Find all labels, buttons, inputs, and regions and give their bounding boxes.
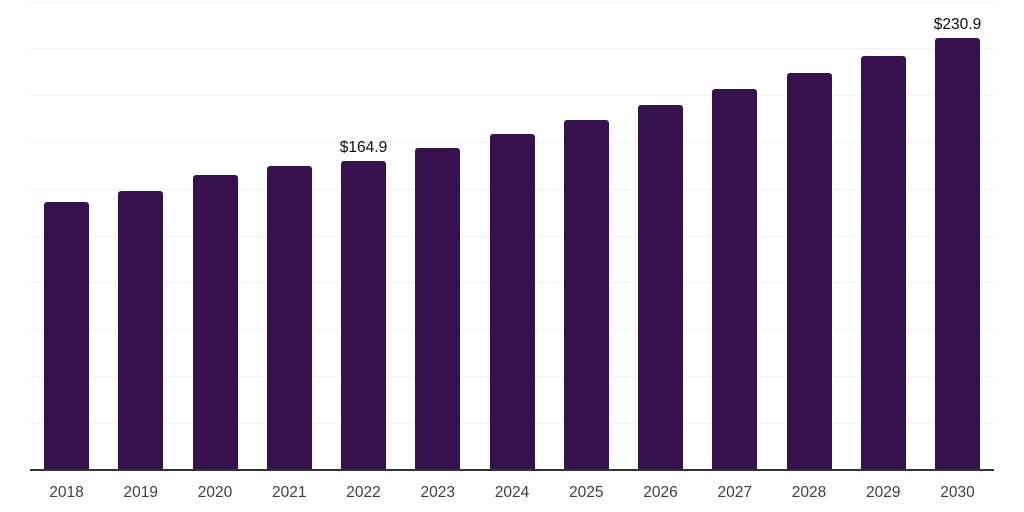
bar-2029	[860, 55, 906, 470]
bar-2023	[415, 148, 461, 470]
x-tick-label-2021: 2021	[272, 484, 307, 501]
value-label-2030: $230.9	[933, 15, 982, 33]
x-tick-label-2019: 2019	[123, 484, 158, 501]
bar-2026	[638, 104, 683, 470]
gridline	[30, 95, 994, 97]
bar-2021	[266, 165, 312, 470]
x-tick-label-2025: 2025	[569, 484, 604, 501]
gridline	[30, 48, 994, 50]
bar-2030	[935, 37, 980, 470]
value-label-2022: $164.9	[339, 139, 388, 157]
x-tick-label-2029: 2029	[866, 484, 901, 501]
x-tick-label-2024: 2024	[494, 484, 530, 501]
x-tick-label-2027: 2027	[717, 484, 752, 501]
bar-2025	[563, 119, 609, 470]
bar-2028	[786, 72, 832, 470]
bar-2024	[489, 134, 535, 470]
bar-2019	[118, 190, 164, 470]
x-tick-label-2028: 2028	[791, 484, 827, 501]
gridline	[30, 1, 994, 3]
x-tick-label-2022: 2022	[346, 484, 381, 501]
x-tick-label-2026: 2026	[643, 484, 678, 501]
bar-2018	[44, 201, 89, 470]
bar-2027	[712, 89, 758, 470]
x-tick-label-2023: 2023	[420, 484, 455, 501]
plot-area: $164.9 $230.9	[30, 0, 994, 470]
x-tick-label-2030: 2030	[940, 484, 975, 501]
x-axis-line	[30, 469, 994, 471]
bar-2022	[341, 161, 386, 470]
x-tick-label-2020: 2020	[197, 484, 233, 501]
x-tick-label-2018: 2018	[49, 484, 84, 501]
bar-2020	[192, 175, 238, 470]
